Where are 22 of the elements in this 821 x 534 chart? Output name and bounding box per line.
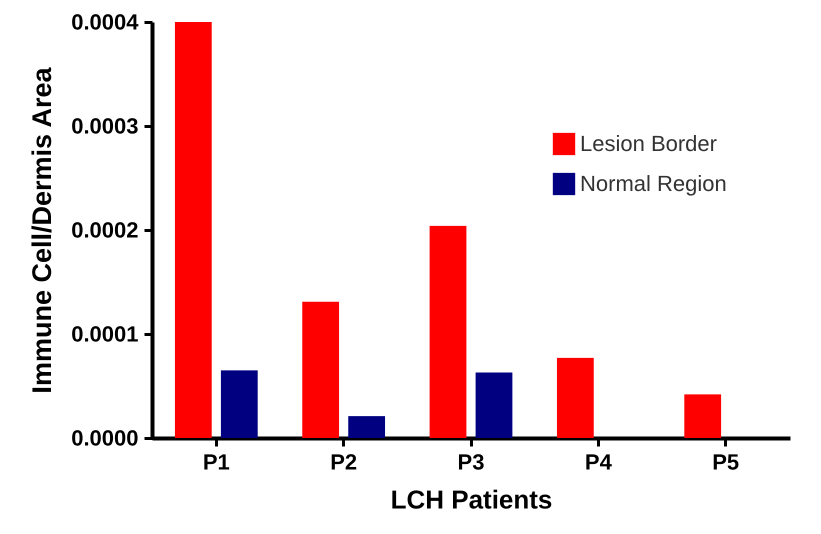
x-axis-title: LCH Patients — [390, 484, 552, 514]
bar — [476, 372, 512, 438]
x-tick-label: P2 — [330, 450, 358, 474]
bar — [556, 358, 594, 438]
x-tick-label: P1 — [202, 450, 230, 474]
y-tick-label: 0.0003 — [71, 114, 138, 138]
x-tick-label: P4 — [584, 450, 613, 474]
bar — [174, 22, 212, 438]
y-tick-label: 0.0000 — [71, 426, 138, 450]
bar — [684, 394, 722, 438]
y-tick-label: 0.0002 — [71, 218, 138, 242]
y-tick-label: 0.0001 — [71, 322, 138, 346]
x-tick-label: P3 — [458, 450, 484, 474]
bar — [348, 416, 386, 438]
legend-label: Normal Region — [580, 171, 727, 196]
bar — [302, 302, 340, 438]
bar — [430, 226, 466, 438]
bar — [220, 370, 258, 438]
y-tick-label: 0.0004 — [71, 10, 140, 34]
x-tick-label: P5 — [712, 450, 740, 474]
legend-label: Lesion Border — [580, 131, 717, 156]
y-axis-title: Immune Cell/Dermis Area — [27, 66, 58, 394]
